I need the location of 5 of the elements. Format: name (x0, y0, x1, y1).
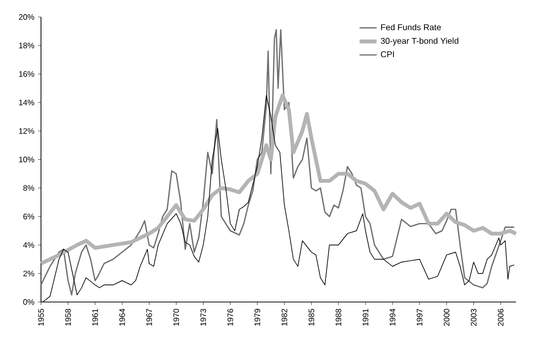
line-series (39, 93, 518, 266)
legend-label: Fed Funds Rate (381, 24, 441, 30)
legend-label: 30-year T-bond Yield (380, 38, 458, 46)
legend-label: CPI (380, 51, 394, 58)
line-series (40, 29, 515, 296)
